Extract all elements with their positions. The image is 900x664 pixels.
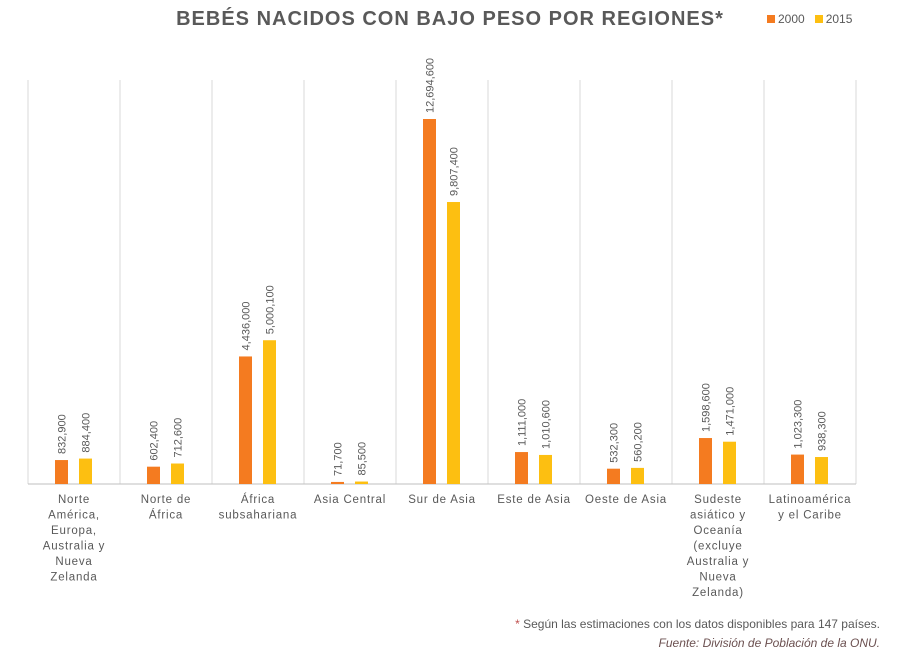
category-label: Zelanda	[50, 572, 97, 584]
data-label-2015: 560,200	[633, 422, 645, 462]
category-label: Nueva	[55, 556, 92, 568]
data-label-2015: 9,807,400	[449, 147, 461, 196]
bar-2000	[55, 460, 68, 484]
bar-2015	[171, 463, 184, 484]
chart-title: BEBÉS NACIDOS CON BAJO PESO POR REGIONES…	[176, 8, 724, 30]
category-label: asiático y	[690, 510, 746, 522]
category-label: Europa,	[51, 525, 97, 537]
legend-swatch	[814, 15, 823, 23]
bar-2000	[699, 438, 712, 484]
legend-item-2015: 2015	[814, 12, 853, 26]
legend-item-2000: 2000	[767, 12, 805, 26]
data-label-2000: 532,300	[609, 423, 621, 463]
category-label: (excluye	[693, 541, 742, 553]
category-label: Sur de Asia	[408, 494, 476, 506]
category-label: Sudeste	[694, 494, 742, 506]
data-label-2000: 12,694,600	[425, 58, 437, 113]
bar-2015	[723, 441, 736, 484]
bar-2000	[423, 119, 436, 484]
bar-2015	[263, 340, 276, 484]
data-label-2000: 1,111,000	[517, 399, 529, 446]
category-label: África	[149, 509, 183, 522]
bar-2000	[791, 454, 804, 484]
footnote-asterisk: *	[515, 617, 520, 631]
bar-2015	[447, 202, 460, 484]
bar-2000	[607, 468, 620, 484]
category-label: América,	[48, 510, 100, 522]
category-label: Australia y	[43, 541, 106, 553]
data-label-2000: 71,700	[333, 442, 345, 476]
category-label: Zelanda)	[692, 587, 744, 599]
data-label-2000: 4,436,000	[241, 302, 253, 351]
legend-swatch	[767, 15, 775, 23]
category-label: Australia y	[687, 556, 750, 568]
data-label-2015: 1,471,000	[725, 387, 737, 436]
bar-2000	[331, 481, 344, 484]
category-label: Asia Central	[314, 494, 386, 506]
category-label: Oeste de Asia	[585, 494, 667, 506]
legend: 2000 2015	[767, 12, 852, 26]
bar-2015	[539, 454, 552, 484]
category-label: Norte de	[141, 494, 192, 506]
bar-2000	[147, 466, 160, 484]
data-label-2000: 1,023,300	[793, 400, 805, 449]
category-label: África	[241, 493, 275, 506]
category-label: y el Caribe	[778, 510, 842, 522]
data-label-2015: 5,000,100	[265, 285, 277, 334]
data-label-2000: 832,900	[57, 414, 69, 454]
bar-2015	[79, 458, 92, 484]
source-note: Fuente: División de Población de la ONU.	[658, 636, 880, 650]
data-label-2015: 1,010,600	[541, 400, 553, 449]
category-label: Nueva	[699, 572, 736, 584]
data-label-2015: 884,400	[81, 413, 93, 453]
legend-label: 2015	[825, 12, 853, 26]
data-label-2000: 1,598,600	[701, 383, 713, 432]
category-label: Norte	[58, 494, 90, 506]
category-label: Este de Asia	[497, 494, 571, 506]
category-label: Oceanía	[693, 525, 742, 537]
bar-2000	[239, 356, 252, 484]
data-label-2015: 712,600	[173, 418, 185, 458]
data-label-2015: 85,500	[357, 442, 369, 476]
bar-2015	[355, 481, 368, 484]
bar-2000	[515, 452, 528, 484]
data-label-2015: 938,300	[817, 411, 829, 451]
category-label: Latinoamérica	[769, 494, 852, 506]
bar-2015	[815, 457, 828, 484]
bar-2015	[631, 467, 644, 484]
data-label-2000: 602,400	[149, 421, 161, 461]
footnote: * Según las estimaciones con los datos d…	[515, 617, 880, 631]
category-label: subsahariana	[219, 510, 298, 522]
legend-label: 2000	[778, 12, 805, 26]
footnote-text: Según las estimaciones con los datos dis…	[519, 617, 880, 631]
